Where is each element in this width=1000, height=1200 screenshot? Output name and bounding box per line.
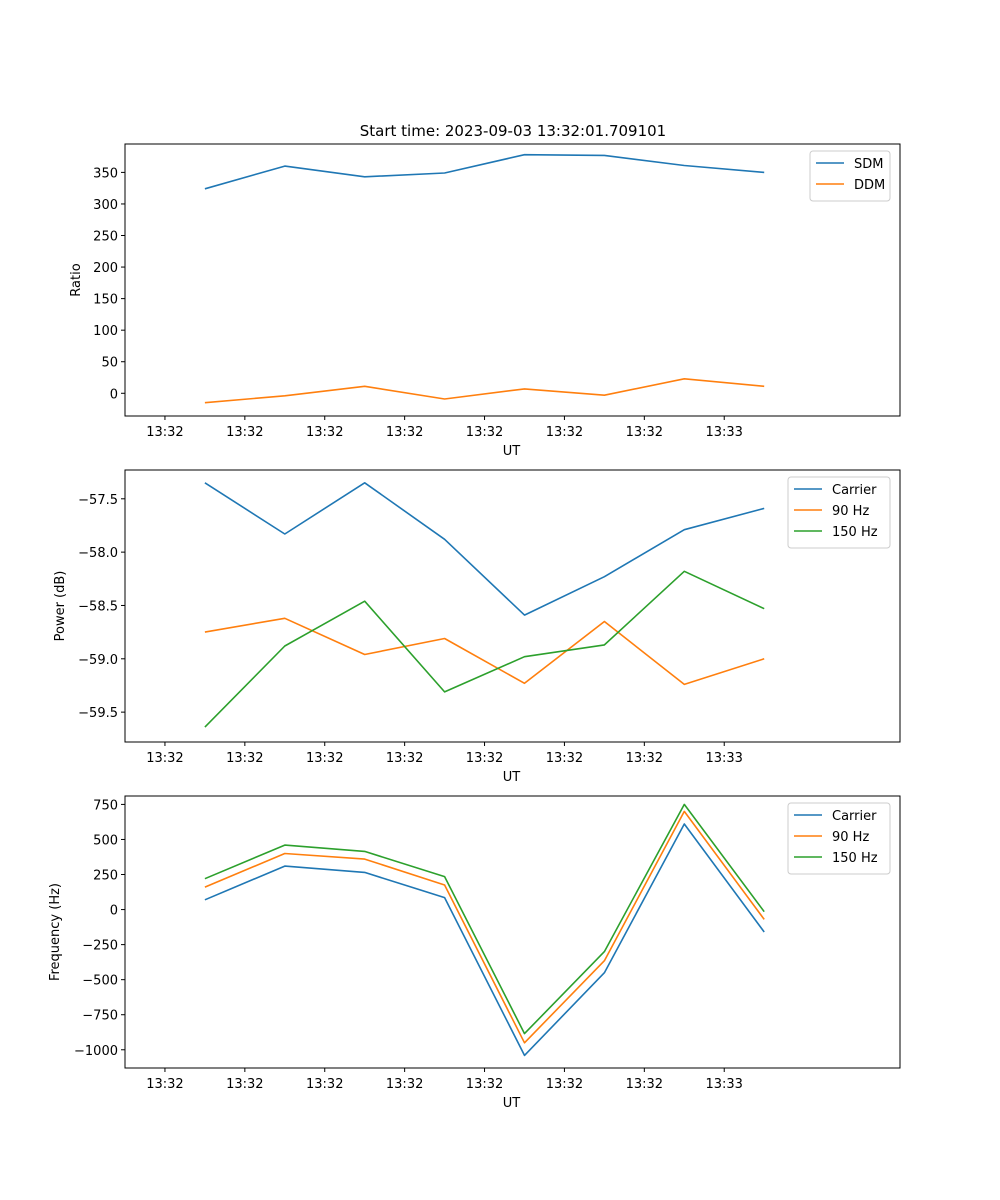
power-y-axis-label: Power (dB) <box>53 571 68 642</box>
frequency-x-tick-label: 13:32 <box>546 1077 583 1092</box>
ratio-x-tick-label: 13:32 <box>386 425 423 440</box>
ratio-legend-label: DDM <box>854 178 885 193</box>
ratio-y-axis-label: Ratio <box>69 263 84 296</box>
frequency-x-tick-label: 13:32 <box>466 1077 503 1092</box>
ratio-x-tick-label: 13:32 <box>626 425 663 440</box>
power-y-tick-label: −58.0 <box>78 546 118 561</box>
frequency-x-tick-label: 13:32 <box>626 1077 663 1092</box>
frequency-y-tick-label: −750 <box>82 1009 118 1024</box>
ratio-y-tick-label: 0 <box>110 387 118 402</box>
power-x-axis-label: UT <box>503 770 521 785</box>
figure-title: Start time: 2023-09-03 13:32:01.709101 <box>360 122 666 140</box>
ratio-x-tick-label: 13:32 <box>226 425 263 440</box>
ratio-y-tick-label: 100 <box>93 324 118 339</box>
power-y-tick-label: −58.5 <box>78 599 118 614</box>
ratio-y-tick-label: 200 <box>93 261 118 276</box>
frequency-series-carrier-line <box>204 823 765 1057</box>
frequency-legend: Carrier 90 Hz 150 Hz <box>787 802 891 875</box>
power-x-tick-label: 13:32 <box>306 751 343 766</box>
ratio-legend-label: SDM <box>854 157 883 172</box>
frequency-axes-frame <box>124 795 901 1069</box>
ratio-y-tick-label: 50 <box>101 356 118 371</box>
frequency-y-tick-label: −500 <box>82 974 118 989</box>
power-x-tick-label: 13:32 <box>466 751 503 766</box>
frequency-y-tick-label: −1000 <box>74 1044 118 1059</box>
ratio-panel: 13:32 13:32 13:32 13:32 13:32 13:32 13:32 13:33… <box>69 143 901 459</box>
power-x-tick-label: 13:32 <box>626 751 663 766</box>
ratio-legend: SDM DDM <box>809 150 891 202</box>
frequency-x-tick-label: 13:32 <box>146 1077 183 1092</box>
frequency-y-axis-label: Frequency (Hz) <box>48 883 63 981</box>
frequency-panel: 13:32 13:32 13:32 13:32 13:32 13:32 13:32 13:33… <box>48 795 901 1111</box>
power-series-carrier-line <box>204 481 765 616</box>
frequency-x-tick-label: 13:32 <box>386 1077 423 1092</box>
ratio-x-axis-label: UT <box>503 444 521 459</box>
ratio-series-ddm-line <box>204 377 765 404</box>
ratio-x-tick-label: 13:33 <box>705 425 742 440</box>
frequency-y-tick-label: 0 <box>110 904 118 919</box>
power-axes-frame <box>124 469 901 743</box>
frequency-y-tick-label: 750 <box>93 798 118 813</box>
ratio-y-tick-label: 350 <box>93 166 118 181</box>
frequency-x-tick-label: 13:32 <box>306 1077 343 1092</box>
power-y-tick-label: −59.5 <box>78 706 118 721</box>
ratio-x-tick-label: 13:32 <box>546 425 583 440</box>
frequency-series-150-hz-line <box>204 803 765 1035</box>
ratio-axes-frame <box>124 143 901 417</box>
power-legend-label: 150 Hz <box>832 525 878 540</box>
ratio-series-sdm-line <box>204 153 765 190</box>
frequency-series-90-hz-line <box>204 810 765 1044</box>
frequency-x-tick-label: 13:32 <box>226 1077 263 1092</box>
power-y-tick-label: −57.5 <box>78 493 118 508</box>
power-x-tick-label: 13:32 <box>386 751 423 766</box>
power-panel: 13:32 13:32 13:32 13:32 13:32 13:32 13:32 13:33… <box>53 469 901 785</box>
power-legend: Carrier 90 Hz 150 Hz <box>787 476 891 549</box>
power-legend-label: Carrier <box>832 483 877 498</box>
power-series-90-hz-line <box>204 617 765 686</box>
power-legend-label: 90 Hz <box>832 504 869 519</box>
power-x-tick-label: 13:32 <box>226 751 263 766</box>
frequency-x-tick-label: 13:33 <box>705 1077 742 1092</box>
ratio-x-tick-label: 13:32 <box>306 425 343 440</box>
ratio-y-tick-label: 250 <box>93 230 118 245</box>
power-x-tick-label: 13:32 <box>546 751 583 766</box>
power-x-tick-label: 13:32 <box>146 751 183 766</box>
ratio-x-tick-label: 13:32 <box>146 425 183 440</box>
power-y-tick-label: −59.0 <box>78 653 118 668</box>
power-x-tick-label: 13:33 <box>705 751 742 766</box>
frequency-y-tick-label: 250 <box>93 869 118 884</box>
ratio-x-tick-label: 13:32 <box>466 425 503 440</box>
frequency-legend-label: Carrier <box>832 809 877 824</box>
frequency-x-axis-label: UT <box>503 1096 521 1111</box>
frequency-y-tick-label: 500 <box>93 833 118 848</box>
power-series-150-hz-line <box>204 570 765 728</box>
frequency-y-tick-label: −250 <box>82 939 118 954</box>
frequency-legend-label: 150 Hz <box>832 851 878 866</box>
frequency-legend-label: 90 Hz <box>832 830 869 845</box>
ratio-y-tick-label: 300 <box>93 198 118 213</box>
ratio-y-tick-label: 150 <box>93 293 118 308</box>
